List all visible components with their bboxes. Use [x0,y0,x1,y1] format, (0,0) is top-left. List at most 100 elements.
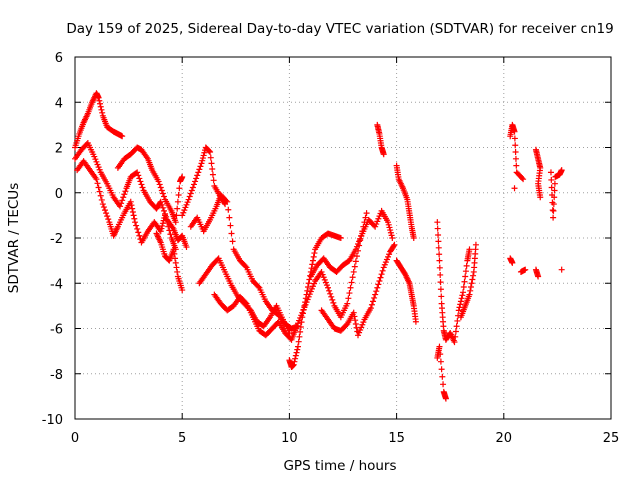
data-point [200,152,207,159]
data-point [130,212,137,219]
data-point [350,268,357,275]
series-track-r [434,241,479,402]
x-tick-label: 5 [178,431,186,446]
data-point [180,209,187,216]
data-point [97,192,104,199]
data-point [327,290,334,297]
data-point [160,193,167,200]
data-point [189,184,196,191]
series-track-c [74,158,179,253]
data-point [551,180,558,187]
data-point [187,190,194,197]
data-point [188,187,195,194]
data-point [97,103,104,110]
data-point [308,285,315,292]
data-point [352,320,359,327]
data-point [170,246,177,253]
data-point [135,172,142,179]
data-point [96,166,103,173]
data-point [156,181,163,188]
data-point [460,284,467,291]
data-point [437,271,444,278]
data-point [129,208,136,215]
data-point [306,276,313,283]
y-tick-label: 2 [55,142,63,157]
x-tick-label: 25 [603,431,620,446]
data-point [176,185,183,192]
data-point [328,293,335,300]
data-point [159,204,166,211]
data-point [199,155,206,162]
data-point [462,268,469,275]
data-point [179,173,186,180]
data-point [299,309,306,316]
data-point [128,202,135,209]
data-point [453,323,460,330]
data-point [550,201,557,208]
data-point [385,221,392,228]
data-point [435,244,442,251]
data-point [305,280,312,287]
data-point [457,298,464,305]
data-point [198,160,205,167]
data-point [319,271,326,278]
data-points [72,90,565,402]
data-point [377,274,384,281]
data-point [129,205,136,212]
data-point [381,261,388,268]
data-point [511,185,518,192]
data-point [102,207,109,214]
data-point [302,301,309,308]
data-point [370,298,377,305]
data-point [190,181,197,188]
y-tick-label: -4 [50,277,63,292]
data-point [155,178,162,185]
data-point [322,279,329,286]
data-point [360,319,367,326]
data-point [196,166,203,173]
data-point [512,142,519,149]
data-point [166,227,173,234]
data-point [118,200,125,207]
data-point [358,233,365,240]
data-point [206,148,213,155]
x-axis-label: GPS time / hours [283,458,396,474]
data-point [100,204,107,211]
data-point [293,322,300,329]
data-point [105,216,112,223]
data-point [310,253,317,260]
data-point [307,288,314,295]
data-point [437,279,444,286]
y-tick-label: -2 [50,232,63,247]
data-point [174,205,181,212]
data-point [512,149,519,156]
y-axis-label: SDTVAR / TECUs [6,183,22,293]
data-point [372,223,379,230]
data-point [512,155,519,162]
data-point [371,294,378,301]
data-point [352,258,359,265]
data-point [104,213,111,220]
data-point [509,259,516,266]
data-point [301,304,308,311]
data-point [300,307,307,314]
series-track-p [393,257,419,325]
series-track-g [187,192,301,332]
data-point [136,232,143,239]
data-point [375,281,382,288]
data-point [293,349,300,356]
data-point [323,282,330,289]
data-point [117,203,124,210]
data-point [296,317,303,324]
data-point [367,305,374,312]
series-track-n [374,121,387,158]
data-point [139,184,146,191]
data-point [304,296,311,303]
y-tick-label: -10 [42,413,63,428]
data-point [551,194,558,201]
data-point [549,207,556,214]
data-point [210,177,217,184]
data-point [436,251,443,258]
data-point [548,176,555,183]
data-point [201,149,208,156]
